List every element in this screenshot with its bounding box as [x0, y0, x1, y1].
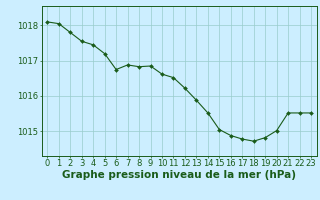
X-axis label: Graphe pression niveau de la mer (hPa): Graphe pression niveau de la mer (hPa) [62, 170, 296, 180]
